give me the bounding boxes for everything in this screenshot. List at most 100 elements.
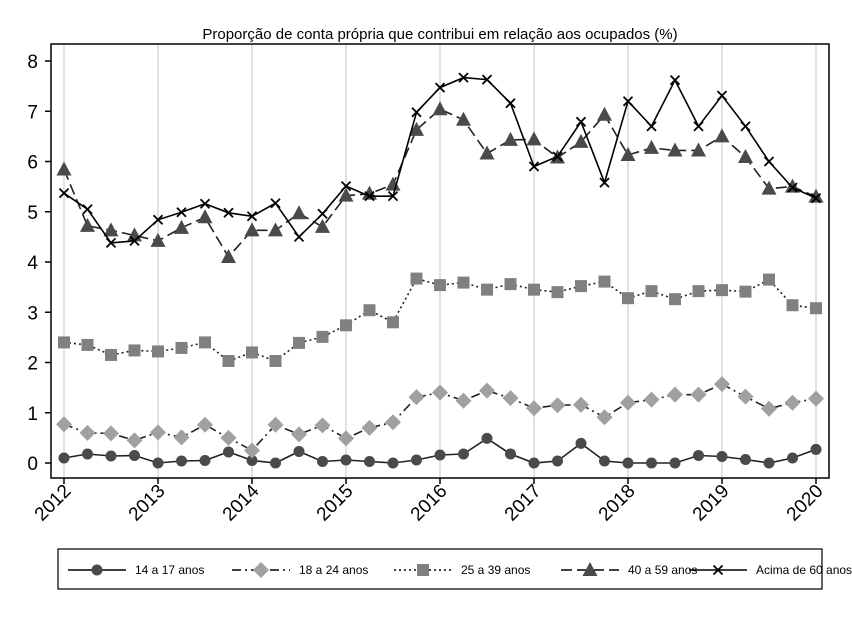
data-point xyxy=(481,74,493,85)
data-point xyxy=(645,285,658,298)
legend-label: Acima de 60 anos xyxy=(756,563,852,577)
data-point xyxy=(669,293,681,306)
data-point xyxy=(434,279,446,292)
data-point xyxy=(739,285,752,298)
data-point xyxy=(503,131,518,146)
data-point xyxy=(197,209,213,224)
data-point xyxy=(505,98,516,109)
data-point xyxy=(575,280,587,293)
data-point xyxy=(481,283,493,296)
data-point xyxy=(316,330,329,343)
data-point xyxy=(528,457,540,469)
series-line xyxy=(63,108,817,259)
data-point xyxy=(387,457,399,469)
data-point xyxy=(267,416,284,433)
data-point xyxy=(573,133,589,148)
data-point xyxy=(738,148,753,163)
data-point xyxy=(223,207,234,218)
x-tick-label: 2012 xyxy=(31,481,76,526)
data-point xyxy=(175,341,188,354)
data-point xyxy=(385,414,401,431)
x-tick-label: 2013 xyxy=(125,481,170,526)
data-point xyxy=(246,454,258,466)
data-point xyxy=(174,219,189,234)
data-point xyxy=(504,278,517,291)
data-point xyxy=(56,416,72,433)
data-point xyxy=(551,286,564,299)
data-point xyxy=(808,390,824,407)
data-point xyxy=(787,452,798,464)
y-tick-label: 0 xyxy=(27,454,38,475)
data-point xyxy=(246,346,258,359)
data-point xyxy=(82,448,93,460)
data-point xyxy=(338,187,354,202)
data-point xyxy=(432,384,448,401)
data-point xyxy=(810,193,822,204)
y-tick-label: 2 xyxy=(27,354,38,375)
data-point xyxy=(690,386,707,403)
data-point xyxy=(361,419,378,436)
data-point xyxy=(693,449,704,461)
data-point xyxy=(458,448,469,460)
x-tick-label: 2018 xyxy=(595,481,640,526)
data-point xyxy=(411,454,422,466)
data-point xyxy=(620,146,636,161)
data-point xyxy=(269,354,282,367)
data-point xyxy=(408,389,425,406)
data-point xyxy=(667,386,683,403)
legend: 14 a 17 anos 18 a 24 anos 25 a 39 anos 40 a… xyxy=(68,562,852,578)
data-point xyxy=(315,218,330,233)
data-point xyxy=(479,145,495,160)
data-point xyxy=(152,214,164,225)
data-point xyxy=(763,273,775,286)
data-point xyxy=(81,338,94,351)
data-point xyxy=(291,205,307,220)
data-point xyxy=(150,424,166,441)
data-point xyxy=(128,344,141,357)
series-layer xyxy=(56,72,824,469)
y-tick-label: 1 xyxy=(27,404,38,425)
data-point xyxy=(58,188,70,199)
data-point xyxy=(126,432,143,449)
data-point xyxy=(458,72,469,83)
data-point xyxy=(152,345,164,358)
data-point xyxy=(103,222,119,237)
x-tick-label: 2016 xyxy=(407,481,452,526)
data-point xyxy=(597,106,612,121)
data-point xyxy=(575,437,587,449)
data-point xyxy=(409,121,424,136)
data-point xyxy=(620,394,636,411)
y-tick-label: 4 xyxy=(27,253,38,274)
data-point xyxy=(387,316,399,329)
data-point xyxy=(481,432,493,444)
data-point xyxy=(528,161,540,172)
data-point xyxy=(761,180,777,195)
data-point xyxy=(646,121,657,132)
data-point xyxy=(787,182,798,193)
data-point xyxy=(646,457,657,469)
data-point xyxy=(810,443,822,455)
data-point xyxy=(740,121,751,132)
data-point xyxy=(270,457,281,469)
data-point xyxy=(784,394,801,411)
y-tick-label: 8 xyxy=(27,52,38,73)
data-point xyxy=(385,176,401,191)
data-point xyxy=(338,430,354,447)
data-point xyxy=(340,180,352,192)
data-point xyxy=(573,396,589,413)
y-tick-label: 6 xyxy=(27,153,38,174)
data-point xyxy=(129,449,140,461)
data-point xyxy=(434,82,446,93)
series-2 xyxy=(58,272,822,367)
data-point xyxy=(643,391,660,408)
data-point xyxy=(129,235,140,247)
series-0 xyxy=(58,432,822,469)
data-point xyxy=(152,457,164,469)
data-point xyxy=(691,142,706,157)
data-point xyxy=(340,454,352,466)
data-point xyxy=(91,564,103,576)
data-point xyxy=(176,207,187,218)
data-point xyxy=(246,211,258,222)
y-tick-label: 5 xyxy=(27,203,38,224)
legend-item: 25 a 39 anos xyxy=(394,563,530,577)
